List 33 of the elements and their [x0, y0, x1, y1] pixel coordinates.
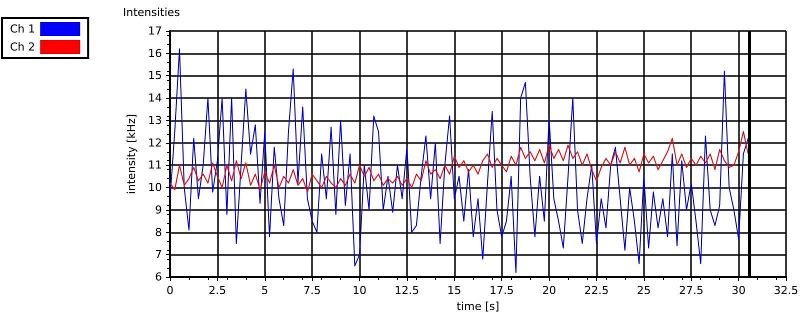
- chart-title: Intensities: [123, 6, 180, 19]
- y-tick-label: 13: [148, 114, 162, 127]
- y-axis-title: intensity [kHz]: [125, 114, 138, 194]
- legend-label: Ch 2: [10, 40, 36, 54]
- y-tick-label: 9: [155, 203, 162, 216]
- x-tick-label: 7.5: [303, 284, 321, 297]
- x-tick-label: 22.5: [584, 284, 609, 297]
- y-tick-label: 12: [148, 136, 162, 150]
- x-tick-label: 5: [261, 284, 268, 297]
- x-tick-label: 17.5: [489, 284, 514, 297]
- y-tick-label: 17: [148, 24, 162, 38]
- y-tick-label: 14: [148, 92, 162, 105]
- y-tick-label: 16: [148, 46, 162, 60]
- line-series: [170, 131, 749, 193]
- x-tick-label: 0: [166, 284, 174, 297]
- x-tick-label: 12.5: [394, 284, 420, 297]
- line-series: [170, 48, 749, 274]
- y-tick-label: 10: [148, 181, 162, 194]
- y-tick-label: 15: [148, 69, 162, 82]
- y-tick-label: 7: [155, 248, 162, 262]
- legend-label: Ch 1: [10, 22, 36, 36]
- x-tick-label: 10: [352, 284, 367, 297]
- x-tick-label: 30: [732, 284, 746, 297]
- x-tick-label: 2.5: [208, 284, 226, 297]
- x-tick-label: 27.5: [678, 284, 704, 297]
- x-tick-label: 20: [542, 284, 556, 297]
- x-tick-label: 25: [636, 284, 651, 297]
- y-tick-label: 8: [155, 226, 162, 239]
- y-tick-label: 6: [155, 270, 162, 284]
- x-tick-label: 15: [447, 284, 462, 297]
- x-tick-label: 32.5: [774, 284, 798, 297]
- y-tick-label: 11: [148, 158, 162, 172]
- x-axis-title: time [s]: [456, 300, 500, 313]
